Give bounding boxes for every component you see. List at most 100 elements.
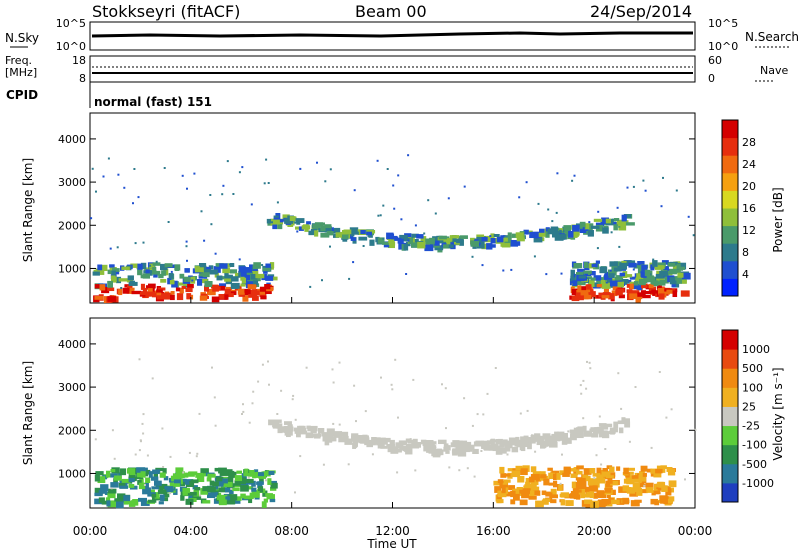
heatmap-cell — [463, 185, 466, 188]
heatmap-cell — [650, 468, 658, 474]
heatmap-cell — [571, 295, 580, 302]
heatmap-cell — [507, 444, 513, 449]
heatmap-cell — [638, 474, 647, 482]
heatmap-cell — [219, 263, 228, 269]
heatmap-cell — [672, 290, 678, 298]
heatmap-cell — [333, 431, 343, 438]
heatmap-cell — [452, 235, 457, 242]
heatmap-cell — [408, 237, 414, 244]
heatmap-cell — [217, 285, 226, 291]
colorbar-tick-label: 1000 — [742, 343, 770, 356]
heatmap-cell — [593, 430, 599, 435]
heatmap-cell — [614, 218, 620, 222]
heatmap-cell — [642, 472, 647, 477]
heatmap-cell — [607, 472, 616, 477]
heatmap-cell — [602, 431, 610, 439]
heatmap-cell — [252, 295, 259, 301]
heatmap-cell — [639, 471, 645, 476]
heatmap-cell — [551, 436, 561, 442]
heatmap-cell — [407, 154, 410, 157]
heatmap-cell — [583, 270, 592, 274]
heatmap-cell — [656, 483, 665, 488]
heatmap-cell — [320, 226, 326, 232]
heatmap-cell — [106, 470, 111, 478]
heatmap-cell — [167, 277, 172, 285]
heatmap-cell — [347, 463, 350, 466]
heatmap-cell — [189, 471, 198, 476]
heatmap-cell — [623, 467, 629, 475]
heatmap-cell — [251, 480, 256, 487]
heatmap-cell — [326, 231, 334, 236]
heatmap-cell — [409, 438, 412, 441]
heatmap-cell — [242, 410, 245, 413]
heatmap-cell — [655, 468, 663, 474]
heatmap-cell — [463, 397, 466, 400]
heatmap-cell — [309, 425, 318, 432]
heatmap-cell — [146, 469, 151, 475]
heatmap-cell — [244, 495, 253, 500]
heatmap-cell — [613, 421, 619, 429]
heatmap-cell — [335, 231, 344, 238]
heatmap-cell — [215, 480, 224, 487]
time-xlabel: Time UT — [366, 537, 417, 551]
heatmap-cell — [658, 293, 665, 300]
heatmap-cell — [296, 230, 299, 233]
x-tick-label: 12:00 — [375, 524, 410, 538]
heatmap-cell — [500, 242, 508, 247]
heatmap-cell — [489, 235, 492, 238]
heatmap-cell — [268, 419, 277, 426]
heatmap-cell — [629, 276, 639, 280]
heatmap-cell — [149, 264, 152, 267]
heatmap-cell — [234, 475, 243, 482]
heatmap-cell — [576, 465, 584, 470]
heatmap-cell — [423, 440, 431, 447]
heatmap-cell — [659, 270, 668, 276]
heatmap-cell — [639, 279, 646, 286]
heatmap-cell — [663, 499, 673, 505]
heatmap-cell — [219, 276, 228, 280]
heatmap-cell — [186, 481, 195, 488]
heatmap-cell — [608, 273, 615, 278]
heatmap-cell — [294, 418, 297, 421]
heatmap-cell — [163, 292, 173, 300]
heatmap-cell — [591, 282, 599, 288]
heatmap-cell — [388, 241, 396, 246]
heatmap-cell — [94, 296, 104, 300]
heatmap-cell — [250, 274, 258, 280]
nsearch-label: N.Search — [745, 30, 799, 44]
heatmap-cell — [209, 194, 212, 196]
heatmap-cell — [152, 497, 161, 501]
heatmap-cell — [308, 230, 316, 236]
heatmap-cell — [267, 478, 272, 485]
heatmap-cell — [574, 489, 582, 493]
heatmap-cell — [340, 431, 349, 437]
heatmap-cell — [596, 467, 602, 475]
heatmap-cell — [346, 438, 351, 444]
heatmap-cell — [679, 266, 686, 270]
colorbar-swatch — [722, 155, 738, 174]
heatmap-cell — [137, 268, 143, 276]
heatmap-cell — [322, 463, 325, 466]
heatmap-cell — [343, 229, 352, 235]
heatmap-cell — [558, 484, 563, 491]
heatmap-cell — [480, 450, 483, 452]
heatmap-cell — [547, 467, 553, 471]
y-tick-label: 1000 — [58, 262, 86, 275]
heatmap-cell — [466, 467, 469, 470]
heatmap-cell — [225, 487, 232, 493]
heatmap-cell — [140, 440, 142, 443]
colorbar-tick-label: 4 — [742, 268, 749, 281]
heatmap-cell — [109, 247, 112, 250]
heatmap-cell — [126, 285, 133, 291]
heatmap-cell — [367, 234, 370, 237]
nave-label: Nave — [760, 64, 788, 77]
heatmap-cell — [97, 476, 106, 484]
heatmap-cell — [199, 270, 204, 277]
heatmap-cell — [372, 439, 379, 445]
heatmap-cell — [550, 488, 557, 496]
heatmap-cell — [310, 429, 317, 434]
heatmap-cell — [394, 358, 397, 361]
heatmap-cell — [97, 264, 103, 271]
heatmap-cell — [630, 500, 640, 507]
heatmap-cell — [113, 478, 118, 485]
